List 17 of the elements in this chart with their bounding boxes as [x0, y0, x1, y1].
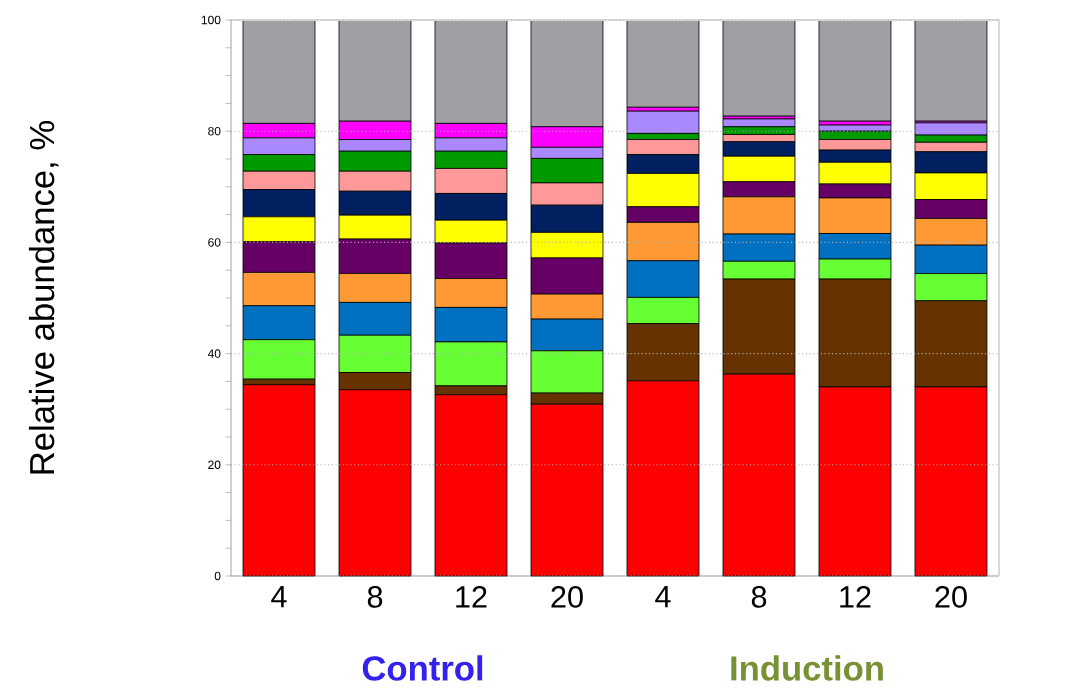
y-tick-label: 100 — [201, 15, 221, 25]
y-tick-label: 0 — [214, 571, 221, 581]
y-tick-label: 40 — [207, 349, 221, 358]
y-tick-label: 20 — [208, 460, 221, 470]
x-tick-label: 8 — [751, 586, 767, 608]
text: Control — [362, 655, 483, 681]
x-tick-label: 12 — [840, 586, 871, 608]
y-axis-title: Relative abundance, % — [28, 121, 59, 474]
x-tick-label: 8 — [367, 586, 383, 608]
y-tick-label: 60 — [208, 238, 221, 247]
text: Induction — [731, 655, 883, 681]
x-tick-label: 20 — [551, 586, 583, 608]
x-tick-label: 20 — [935, 586, 967, 608]
x-tick-label: 4 — [655, 586, 671, 608]
y-tick-label: 80 — [208, 126, 221, 136]
x-tick-label: 12 — [456, 586, 487, 608]
x-tick-label: 4 — [271, 586, 287, 608]
